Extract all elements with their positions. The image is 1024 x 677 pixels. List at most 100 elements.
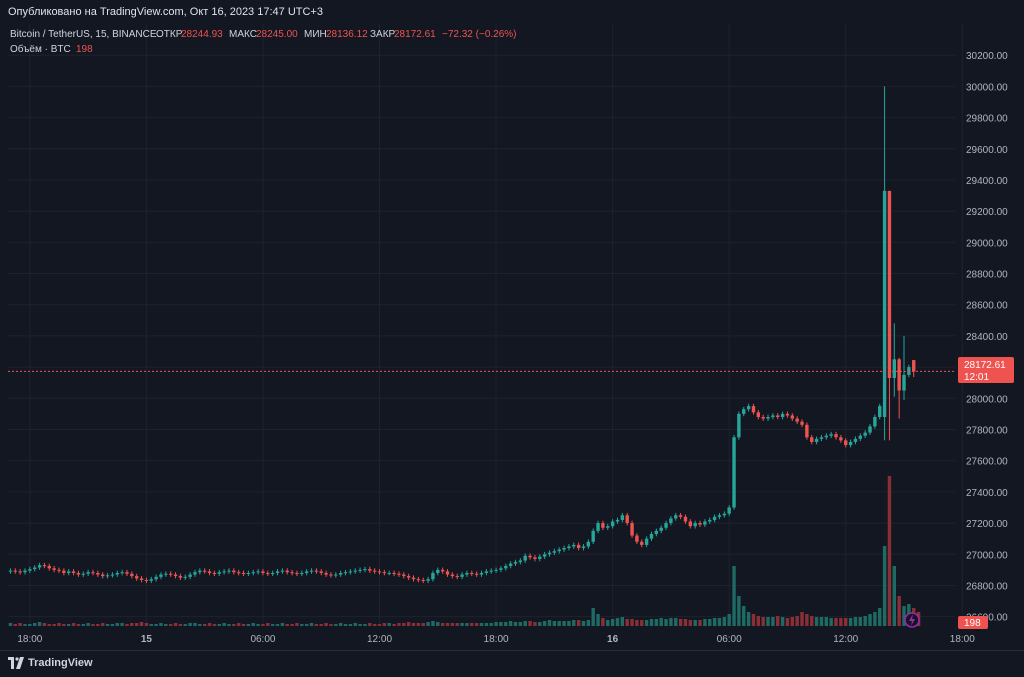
volume-bar [246,624,251,626]
candle-body [164,573,168,575]
candle-body [37,565,42,568]
candle-body [71,571,76,573]
y-tick-label: 27200.00 [966,519,1008,530]
volume-bar [756,616,761,626]
candle-body [232,570,236,573]
volume-bar [18,623,22,626]
candle-body [8,570,13,572]
price-chart[interactable]: 26600.0026800.0027000.0027200.0027400.00… [0,24,1024,650]
volume-bar [785,618,790,626]
candle-body [878,406,882,418]
candle-body [270,572,275,574]
volume-bars [8,476,921,626]
volume-bar [708,619,712,626]
candle-body [217,572,221,574]
volume-bar [47,624,51,626]
y-tick-label: 30200.00 [966,51,1008,62]
price-badge-bg [958,357,1014,383]
candle-body [440,569,445,572]
tradingview-logo[interactable]: TradingView [8,657,93,669]
volume-bar [256,624,260,626]
volume-bar [402,623,406,626]
volume-bar [591,608,595,626]
candle-body [202,570,207,572]
candle-body [882,190,887,418]
candle-body [795,418,799,422]
candle-body [266,572,270,574]
volume-bar [222,623,226,626]
volume-bar [839,618,843,626]
y-tick-label: 30000.00 [966,82,1008,93]
candle-body [805,424,809,438]
candle-body [508,563,513,566]
candle-body [125,572,129,574]
candle-body [567,546,571,549]
volume-bar [363,624,367,626]
candle-body [489,570,493,572]
legend-change: −72.32 (−0.26%) [442,29,517,40]
volume-bar [844,618,848,626]
volume-bar [674,618,678,626]
volume-bar [499,622,503,626]
candle-body [664,523,668,528]
volume-bar [518,622,523,626]
footer: TradingView [0,650,1024,677]
volume-bar [470,623,474,626]
candle-body [76,572,81,575]
y-tick-label: 28800.00 [966,270,1008,281]
candle-body [445,571,450,575]
volume-bar [304,624,309,626]
candle-body [368,569,372,571]
candle-body [353,570,357,572]
candle-body [814,438,819,442]
candle-body [387,572,391,574]
volume-bar [902,606,906,626]
candle-body [47,565,51,569]
volume-bar [76,624,81,626]
candle-body [824,435,829,438]
candle-body [868,426,872,433]
volume-bar [460,623,464,626]
volume-bar [610,619,615,626]
candle-body [212,572,217,574]
volume-bar [693,620,697,626]
volume-bar [173,623,178,626]
volume-bar [183,624,187,626]
volume-bar [882,546,887,626]
x-tick-label: 18:00 [17,634,42,645]
y-tick-label: 29200.00 [966,207,1008,218]
candle-body [528,555,532,558]
volume-bar [348,624,353,626]
volume-bar [848,618,853,626]
volume-bar [892,566,896,626]
candlesticks[interactable] [8,86,916,584]
volume-bar [144,623,149,626]
volume-bar [606,620,610,626]
candle-body [727,507,731,514]
candle-body [601,523,605,528]
candle-body [105,575,110,577]
volume-bar [411,623,416,626]
volume-bar [251,623,255,626]
candle-body [275,571,280,573]
candle-body [304,571,309,573]
candle-body [96,572,100,575]
volume-bar [426,622,430,626]
volume-bar [353,623,357,626]
time-axis[interactable]: 18:00 15 06:00 12:00 18:00 16 06:00 12:00 18:00 [17,634,975,645]
candle-body [450,574,455,577]
volume-bar [71,623,76,626]
lightning-icon[interactable] [904,612,920,628]
volume-bar [130,623,134,626]
volume-bar [698,620,702,626]
candle-body [863,432,867,436]
volume-bar [829,618,833,626]
volume-badge-bg [958,616,988,629]
candle-body [892,359,896,379]
volume-bar [547,620,552,626]
candle-body [576,544,581,549]
volume-bar [397,623,401,626]
candle-body [377,571,382,573]
candle-body [227,570,231,572]
price-axis[interactable]: 26600.0026800.0027000.0027200.0027400.00… [966,51,1008,623]
